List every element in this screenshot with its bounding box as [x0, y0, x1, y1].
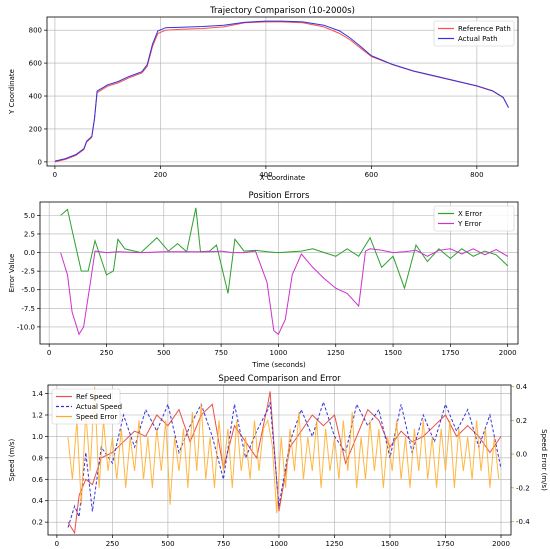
x-axis-label: Time (seconds)	[251, 361, 306, 369]
x-tick-label: 1250	[327, 349, 345, 357]
y-tick-label: 0.8	[32, 454, 43, 462]
x-tick-label: 0	[55, 540, 59, 548]
x-tick-label: 2000	[499, 349, 517, 357]
series-line-y-error	[60, 248, 508, 336]
legend-entry: Actual Speed	[76, 403, 122, 411]
plot-frame	[47, 384, 512, 536]
x-tick-label: 200	[154, 171, 167, 179]
legend-box	[51, 388, 121, 425]
x-tick-label: 0	[53, 171, 57, 179]
y-tick-label: 400	[29, 93, 42, 101]
legend-entry: Speed Error	[76, 413, 117, 421]
y2-tick-label: -0.2	[516, 484, 530, 492]
x-tick-label: 800	[470, 171, 483, 179]
x-tick-label: 1000	[270, 349, 288, 357]
legend-box	[433, 20, 515, 47]
series-line-actual-speed	[67, 400, 502, 528]
y-tick-label: 600	[29, 60, 42, 68]
y-tick-label: 1.2	[32, 412, 43, 420]
x-tick-label: 0	[47, 349, 51, 357]
x-tick-label: 2000	[492, 540, 510, 548]
chart-title: Speed Comparison and Error	[218, 374, 341, 384]
y2-tick-label: -0.4	[516, 518, 530, 526]
x-tick-label: 1500	[384, 349, 402, 357]
x-tick-label: 1000	[270, 540, 288, 548]
x-tick-label: 250	[106, 540, 119, 548]
x-tick-label: 1750	[437, 540, 455, 548]
y-tick-label: 2.5	[24, 230, 35, 238]
x-tick-label: 1250	[326, 540, 344, 548]
x-tick-label: 750	[214, 349, 227, 357]
y-tick-label: 1.4	[32, 390, 44, 398]
chart-title: Trajectory Comparison (10-2000s)	[209, 6, 355, 16]
legend-entry: Ref Speed	[76, 393, 112, 401]
y2-tick-label: 0.2	[516, 417, 527, 425]
y2-tick-label: 0.4	[516, 383, 528, 391]
legend-entry: Actual Path	[458, 35, 498, 43]
y-axis-label: Error Value	[8, 254, 16, 293]
y-tick-label: -2.5	[21, 268, 35, 276]
series-line-actual-path	[54, 20, 509, 162]
y-tick-label: 0.2	[32, 519, 43, 527]
legend-box	[433, 205, 515, 232]
y2-tick-label: 0.0	[516, 451, 527, 459]
y-tick-label: 200	[29, 125, 42, 133]
x-tick-label: 500	[161, 540, 174, 548]
chart-title: Position Errors	[249, 191, 311, 201]
x-tick-label: 600	[365, 171, 378, 179]
y-tick-label: 0	[38, 158, 42, 166]
y-axis-label: Y Coordinate	[8, 69, 16, 115]
x-tick-label: 1500	[381, 540, 399, 548]
x-axis-label: X Coordinate	[260, 174, 305, 182]
y-tick-label: -5.0	[21, 286, 35, 294]
series-line-speed-error	[67, 386, 500, 514]
y-tick-label: 0.4	[32, 497, 44, 505]
y-tick-label: -7.5	[21, 305, 35, 313]
series-line-x-error	[60, 207, 509, 294]
series-line-ref-speed	[67, 391, 502, 535]
y-axis-label: Speed (m/s)	[8, 439, 16, 482]
plot-frame	[39, 201, 519, 345]
plot-frame	[46, 16, 519, 167]
y-tick-label: -10.0	[17, 323, 35, 331]
x-tick-label: 250	[100, 349, 113, 357]
legend-entry: X Error	[458, 210, 482, 218]
x-tick-label: 500	[157, 349, 170, 357]
x-tick-label: 1750	[441, 349, 459, 357]
legend-entry: Y Error	[457, 220, 482, 228]
y-tick-label: 800	[29, 27, 42, 35]
y2-axis-label: Speed Error (m/s)	[540, 429, 548, 491]
y-tick-label: 0.6	[32, 476, 44, 484]
y-tick-label: 5.0	[24, 212, 35, 220]
y-tick-label: 0.0	[24, 249, 35, 257]
x-tick-label: 750	[217, 540, 230, 548]
y-tick-label: 1.0	[32, 433, 43, 441]
x-tick-label: 400	[259, 171, 272, 179]
legend-entry: Reference Path	[458, 25, 511, 33]
